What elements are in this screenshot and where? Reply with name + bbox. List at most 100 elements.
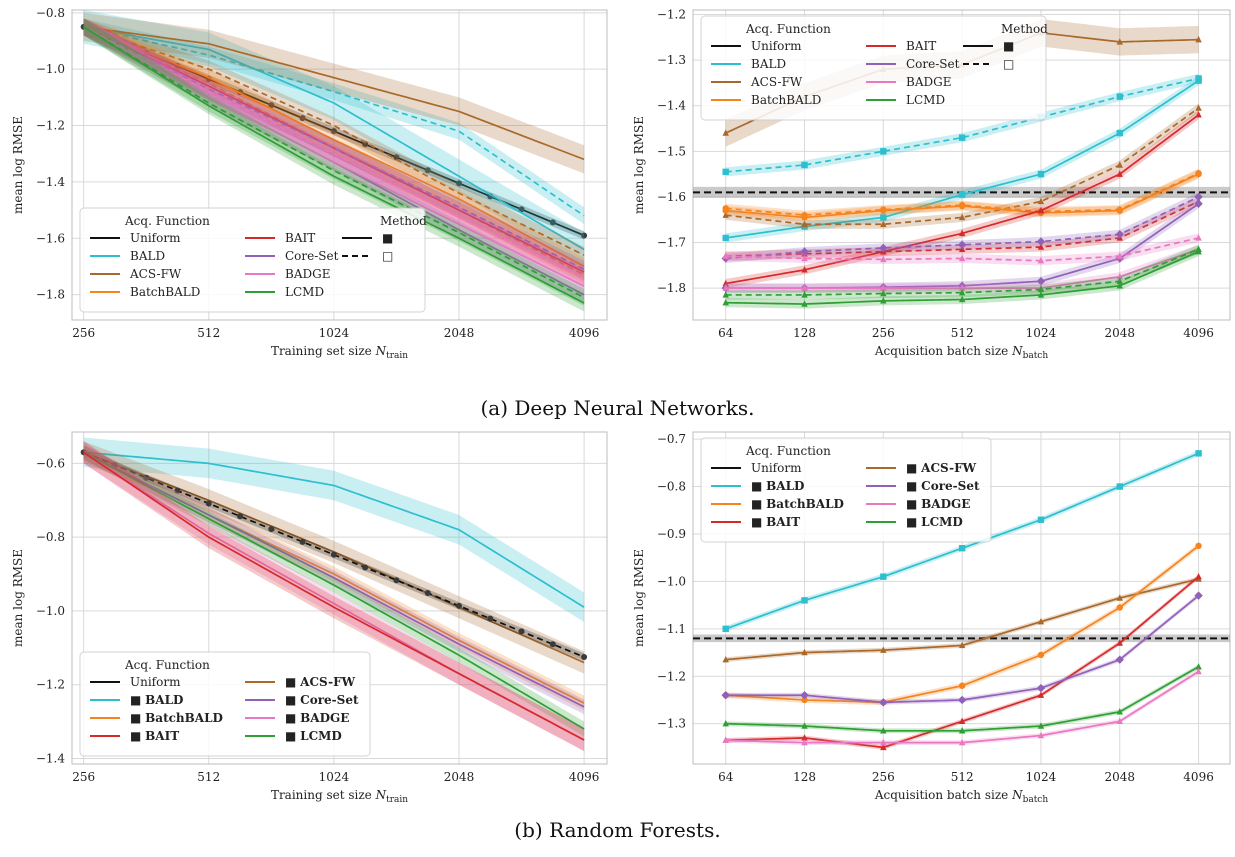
series-uniform-solid-dot bbox=[330, 128, 337, 135]
series-bald-dashed-marker bbox=[1195, 75, 1202, 82]
axis-label: mean log RMSE bbox=[11, 116, 25, 214]
x-tick-label: 512 bbox=[197, 770, 220, 784]
series-badge-dashed-marker bbox=[722, 252, 729, 259]
series-badge-solid-marker bbox=[880, 284, 887, 291]
legend-label-core-set: Core-Set bbox=[285, 249, 339, 263]
series-batchbald-dashed-marker bbox=[958, 201, 966, 209]
series-badge-dashed-line bbox=[83, 26, 585, 279]
legend-label-uniform: Uniform bbox=[130, 231, 181, 245]
y-tick-label: −1.0 bbox=[36, 604, 65, 618]
series-uniform-dashed-dot bbox=[143, 474, 150, 481]
x-tick-label: 512 bbox=[951, 326, 974, 340]
plot-content bbox=[80, 437, 588, 752]
legend-label-batchbald: BatchBALD bbox=[751, 93, 821, 107]
series-core-set-dashed-band bbox=[725, 192, 1199, 264]
series-bait-dashed-marker bbox=[1037, 243, 1045, 250]
series-badge-solid-marker bbox=[1195, 667, 1202, 675]
series-badge-dashed-band bbox=[83, 18, 585, 287]
series-uniform-dashed-dot bbox=[424, 590, 431, 597]
series-lcmd-solid-band bbox=[725, 247, 1199, 309]
series-core-set-dashed-marker bbox=[1036, 237, 1046, 246]
series-core-set-dashed bbox=[721, 192, 1203, 264]
x-tick-label: 256 bbox=[872, 326, 895, 340]
series-bait-solid bbox=[83, 441, 585, 752]
series-uniform-dashed-dot bbox=[455, 602, 462, 609]
series-core-set-dashed-line bbox=[83, 26, 585, 271]
legend: Acq. Function Uniform ■ BALD ■ BatchBALD ■ B… bbox=[79, 651, 371, 757]
legend-method-label-solid: ■ bbox=[382, 231, 393, 245]
series-acs-fw-dashed-marker bbox=[722, 211, 729, 218]
y-tick-label: −1.4 bbox=[657, 99, 687, 113]
series-core-set-solid-marker bbox=[957, 695, 967, 705]
legend-label-badge: ■ BADGE bbox=[906, 497, 970, 511]
series-core-set-solid-marker bbox=[1036, 683, 1046, 693]
series-acs-fw-solid-marker bbox=[722, 129, 729, 136]
series-lcmd-solid-marker bbox=[1037, 291, 1045, 298]
legend-label-bait: ■ BAIT bbox=[130, 729, 179, 743]
x-tick-label: 2048 bbox=[1104, 326, 1135, 340]
legend-label-uniform: Uniform bbox=[130, 675, 181, 689]
series-batchbald-solid-marker bbox=[1037, 651, 1045, 659]
y-tick-label: −1.8 bbox=[657, 281, 686, 295]
chart-dnn-batch-size: 64 128 256 512 1024 2048 4096 −1.2 −1.3 −1.4 −1.5 −… bbox=[632, 8, 1231, 361]
axis-label: mean log RMSE bbox=[632, 549, 646, 647]
series-bait-solid-marker bbox=[958, 717, 966, 725]
series-acs-fw-dashed bbox=[83, 18, 585, 264]
legend-box bbox=[700, 437, 992, 543]
x-tick-label: 512 bbox=[197, 326, 220, 340]
series-acs-fw-dashed-marker bbox=[1195, 104, 1202, 111]
legend-box bbox=[700, 15, 1047, 121]
x-tick-label: 256 bbox=[872, 770, 895, 784]
legend-method-label-dashed: □ bbox=[1003, 57, 1014, 71]
legend-label-bald: ■ BALD bbox=[130, 693, 183, 707]
series-bait-solid-marker bbox=[1037, 206, 1045, 214]
series-lcmd-solid bbox=[722, 663, 1202, 734]
series-core-set-solid-band bbox=[725, 593, 1199, 705]
legend-label-bait: ■ BAIT bbox=[751, 515, 800, 529]
series-bald-solid-marker bbox=[1037, 516, 1045, 523]
series-bait-solid-marker bbox=[1037, 691, 1045, 698]
legend-label-bait: BAIT bbox=[906, 39, 936, 53]
legend-label-acs-fw: ACS-FW bbox=[129, 267, 182, 281]
series-bald-solid-marker bbox=[958, 545, 966, 552]
legend-method-title: Method bbox=[1001, 22, 1048, 36]
legend-label-badge: BADGE bbox=[906, 75, 951, 89]
series-bait-solid bbox=[83, 18, 585, 281]
series-lcmd-solid-marker bbox=[1037, 722, 1045, 729]
x-tick-label: 4096 bbox=[569, 770, 600, 784]
series-bald-solid-marker bbox=[1037, 170, 1045, 178]
y-tick-label: −0.9 bbox=[657, 527, 686, 541]
series-core-set-dashed-band bbox=[83, 18, 585, 278]
series-lcmd-dashed-marker bbox=[1037, 285, 1045, 293]
series-bald-dashed-marker bbox=[1116, 93, 1123, 100]
series-batchbald-dashed-band bbox=[83, 18, 585, 284]
legend-label-acs-fw: ■ ACS-FW bbox=[906, 461, 977, 475]
series-core-set-solid-marker bbox=[1036, 277, 1046, 286]
series-acs-fw-dashed-marker bbox=[1116, 161, 1123, 168]
series-badge-solid-marker bbox=[880, 738, 887, 746]
series-lcmd-solid-marker bbox=[880, 297, 887, 304]
series-batchbald-dashed-marker bbox=[880, 206, 887, 213]
series-lcmd-solid-marker bbox=[722, 719, 729, 727]
legend: Acq. Function Uniform BALD ACS-FW BatchBALD B… bbox=[700, 15, 1048, 121]
series-acs-fw-solid-marker bbox=[1037, 618, 1045, 625]
series-badge-dashed bbox=[722, 233, 1202, 266]
series-bait-solid-marker bbox=[1195, 572, 1202, 580]
series-badge-solid-marker bbox=[801, 738, 808, 746]
legend-method-label-dashed: □ bbox=[382, 249, 393, 263]
legend-label-bald: BALD bbox=[130, 249, 165, 263]
series-acs-fw-solid-marker bbox=[1195, 35, 1202, 43]
legend-label-uniform: Uniform bbox=[751, 39, 802, 53]
legend-label-batchbald: BatchBALD bbox=[130, 285, 200, 299]
series-bait-solid-marker bbox=[880, 743, 887, 751]
series-core-set-dashed-marker bbox=[1115, 230, 1124, 239]
series-bald-solid-marker bbox=[880, 214, 887, 221]
series-badge-solid-marker bbox=[958, 284, 966, 291]
legend-label-core-set: ■ Core-Set bbox=[906, 479, 980, 493]
series-bald-dashed-marker bbox=[722, 168, 729, 176]
series-lcmd-solid-marker bbox=[958, 727, 966, 734]
x-tick-label: 1024 bbox=[319, 326, 350, 340]
series-badge-dashed-marker bbox=[1195, 234, 1202, 241]
legend-label-core-set: Core-Set bbox=[906, 57, 960, 71]
